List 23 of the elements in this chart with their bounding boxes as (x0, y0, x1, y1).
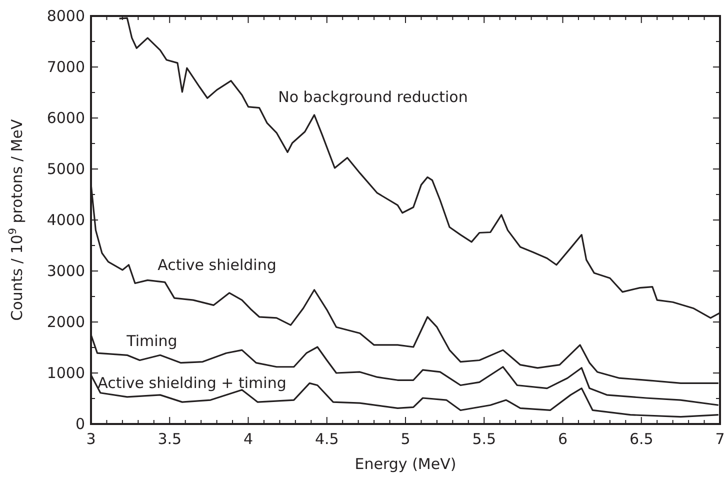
y-tick-label: 7000 (46, 58, 85, 76)
x-tick-label: 4 (243, 430, 254, 448)
x-tick-label: 7 (715, 430, 725, 448)
series-label: Timing (126, 332, 178, 350)
y-tick-label: 4000 (46, 211, 85, 229)
x-tick-label: 6.5 (629, 430, 654, 448)
y-tick-label: 0 (75, 415, 85, 433)
x-tick-label: 3 (86, 430, 96, 448)
y-tick-label: 1000 (46, 364, 85, 382)
y-tick-label: 6000 (46, 109, 85, 127)
x-tick-label: 6 (558, 430, 568, 448)
x-tick-label: 5.5 (472, 430, 496, 448)
series-label: Active shielding + timing (98, 374, 286, 392)
y-tick-label: 2000 (46, 313, 85, 331)
series-label: No background reduction (278, 88, 468, 106)
x-tick-label: 5 (400, 430, 410, 448)
y-tick-label: 8000 (46, 7, 85, 25)
x-axis-title: Energy (MeV) (354, 455, 456, 473)
series-label: Active shielding (158, 256, 276, 274)
y-tick-label: 5000 (46, 160, 85, 178)
x-tick-label: 3.5 (158, 430, 182, 448)
x-tick-label: 4.5 (314, 430, 339, 448)
y-tick-label: 3000 (46, 262, 85, 280)
